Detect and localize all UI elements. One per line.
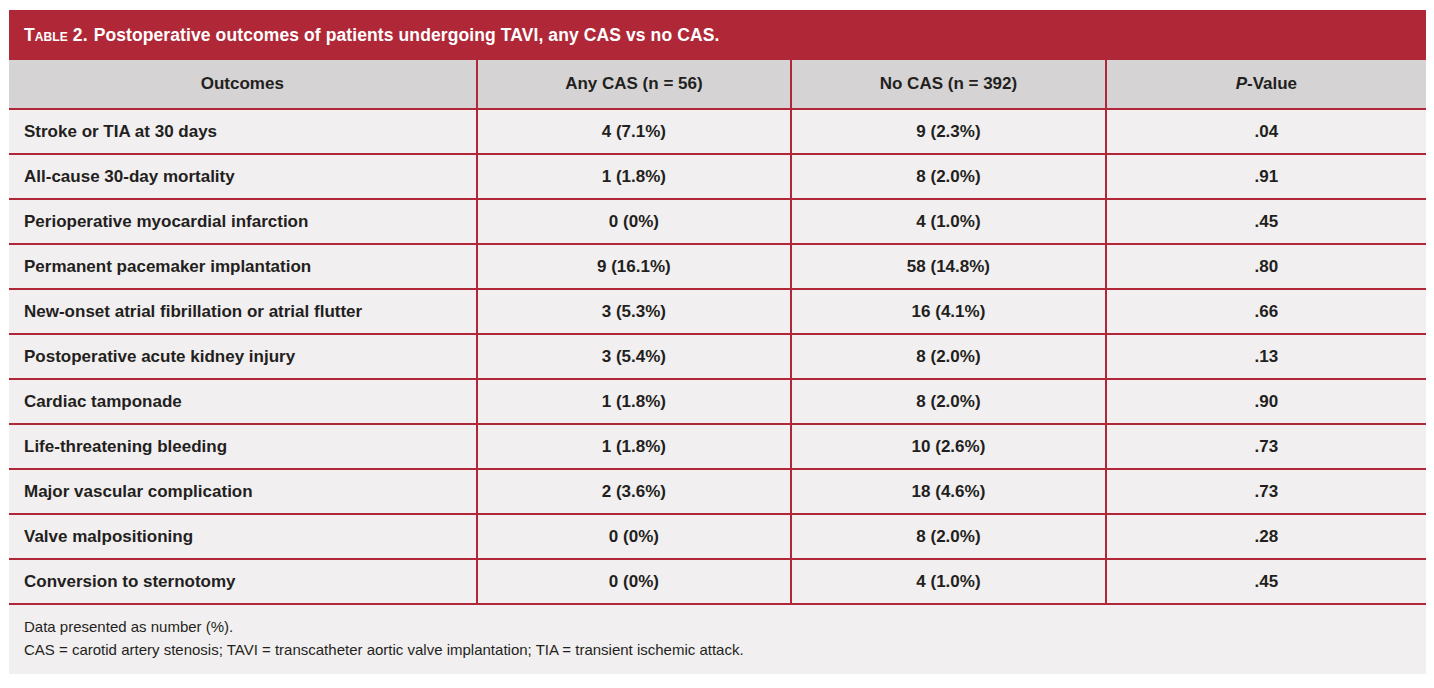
- outcome-label: Major vascular complication: [9, 469, 477, 514]
- p-value: .13: [1106, 334, 1426, 379]
- table-row: Postoperative acute kidney injury 3 (5.4…: [9, 334, 1426, 379]
- column-header-no-cas: No CAS (n = 392): [791, 60, 1106, 109]
- no-cas-value: 8 (2.0%): [791, 514, 1106, 559]
- outcome-label: Perioperative myocardial infarction: [9, 199, 477, 244]
- table-title: Postoperative outcomes of patients under…: [94, 25, 720, 46]
- any-cas-value: 4 (7.1%): [477, 109, 792, 154]
- outcome-label: Stroke or TIA at 30 days: [9, 109, 477, 154]
- table-row: Major vascular complication 2 (3.6%) 18 …: [9, 469, 1426, 514]
- table-row: All-cause 30-day mortality 1 (1.8%) 8 (2…: [9, 154, 1426, 199]
- p-value: .80: [1106, 244, 1426, 289]
- no-cas-value: 8 (2.0%): [791, 154, 1106, 199]
- table-footnotes: Data presented as number (%). CAS = caro…: [9, 605, 1426, 674]
- table-title-bar: Table 2. Postoperative outcomes of patie…: [9, 10, 1426, 60]
- table-body: Stroke or TIA at 30 days 4 (7.1%) 9 (2.3…: [9, 109, 1426, 604]
- table-row: Stroke or TIA at 30 days 4 (7.1%) 9 (2.3…: [9, 109, 1426, 154]
- p-value: .73: [1106, 469, 1426, 514]
- no-cas-value: 16 (4.1%): [791, 289, 1106, 334]
- outcome-label: All-cause 30-day mortality: [9, 154, 477, 199]
- outcome-label: Postoperative acute kidney injury: [9, 334, 477, 379]
- column-header-label: Any CAS (n = 56): [565, 74, 702, 93]
- any-cas-value: 1 (1.8%): [477, 379, 792, 424]
- p-value: .45: [1106, 559, 1426, 604]
- column-header-label: No CAS (n = 392): [880, 74, 1017, 93]
- column-header-label: Outcomes: [201, 74, 284, 93]
- p-value: .28: [1106, 514, 1426, 559]
- no-cas-value: 4 (1.0%): [791, 199, 1106, 244]
- column-header-any-cas: Any CAS (n = 56): [477, 60, 792, 109]
- any-cas-value: 1 (1.8%): [477, 154, 792, 199]
- outcome-label: Valve malpositioning: [9, 514, 477, 559]
- p-value: .90: [1106, 379, 1426, 424]
- table-row: Life-threatening bleeding 1 (1.8%) 10 (2…: [9, 424, 1426, 469]
- any-cas-value: 2 (3.6%): [477, 469, 792, 514]
- p-value: .66: [1106, 289, 1426, 334]
- footnote-line-2: CAS = carotid artery stenosis; TAVI = tr…: [24, 639, 1411, 662]
- any-cas-value: 3 (5.3%): [477, 289, 792, 334]
- table-row: Perioperative myocardial infarction 0 (0…: [9, 199, 1426, 244]
- p-value: .73: [1106, 424, 1426, 469]
- no-cas-value: 58 (14.8%): [791, 244, 1106, 289]
- column-header-outcomes: Outcomes: [9, 60, 477, 109]
- no-cas-value: 10 (2.6%): [791, 424, 1106, 469]
- no-cas-value: 18 (4.6%): [791, 469, 1106, 514]
- table-row: Cardiac tamponade 1 (1.8%) 8 (2.0%) .90: [9, 379, 1426, 424]
- outcome-label: New-onset atrial fibrillation or atrial …: [9, 289, 477, 334]
- column-header-label: P-Value: [1115, 74, 1418, 94]
- p-value: .91: [1106, 154, 1426, 199]
- outcome-label: Conversion to sternotomy: [9, 559, 477, 604]
- footnote-line-1: Data presented as number (%).: [24, 616, 1411, 639]
- table-row: Valve malpositioning 0 (0%) 8 (2.0%) .28: [9, 514, 1426, 559]
- outcome-label: Life-threatening bleeding: [9, 424, 477, 469]
- any-cas-value: 0 (0%): [477, 199, 792, 244]
- any-cas-value: 3 (5.4%): [477, 334, 792, 379]
- any-cas-value: 9 (16.1%): [477, 244, 792, 289]
- table-figure: Table 2. Postoperative outcomes of patie…: [9, 10, 1426, 674]
- table-number: Table 2.: [24, 25, 88, 46]
- any-cas-value: 1 (1.8%): [477, 424, 792, 469]
- outcomes-table: Outcomes Any CAS (n = 56) No CAS (n = 39…: [9, 60, 1426, 605]
- no-cas-value: 4 (1.0%): [791, 559, 1106, 604]
- no-cas-value: 9 (2.3%): [791, 109, 1106, 154]
- table-row: Conversion to sternotomy 0 (0%) 4 (1.0%)…: [9, 559, 1426, 604]
- any-cas-value: 0 (0%): [477, 559, 792, 604]
- table-row: New-onset atrial fibrillation or atrial …: [9, 289, 1426, 334]
- header-row: Outcomes Any CAS (n = 56) No CAS (n = 39…: [9, 60, 1426, 109]
- table-row: Permanent pacemaker implantation 9 (16.1…: [9, 244, 1426, 289]
- outcome-label: Cardiac tamponade: [9, 379, 477, 424]
- outcome-label: Permanent pacemaker implantation: [9, 244, 477, 289]
- p-value: .45: [1106, 199, 1426, 244]
- any-cas-value: 0 (0%): [477, 514, 792, 559]
- p-value: .04: [1106, 109, 1426, 154]
- no-cas-value: 8 (2.0%): [791, 379, 1106, 424]
- column-header-p-value: P-Value: [1106, 60, 1426, 109]
- no-cas-value: 8 (2.0%): [791, 334, 1106, 379]
